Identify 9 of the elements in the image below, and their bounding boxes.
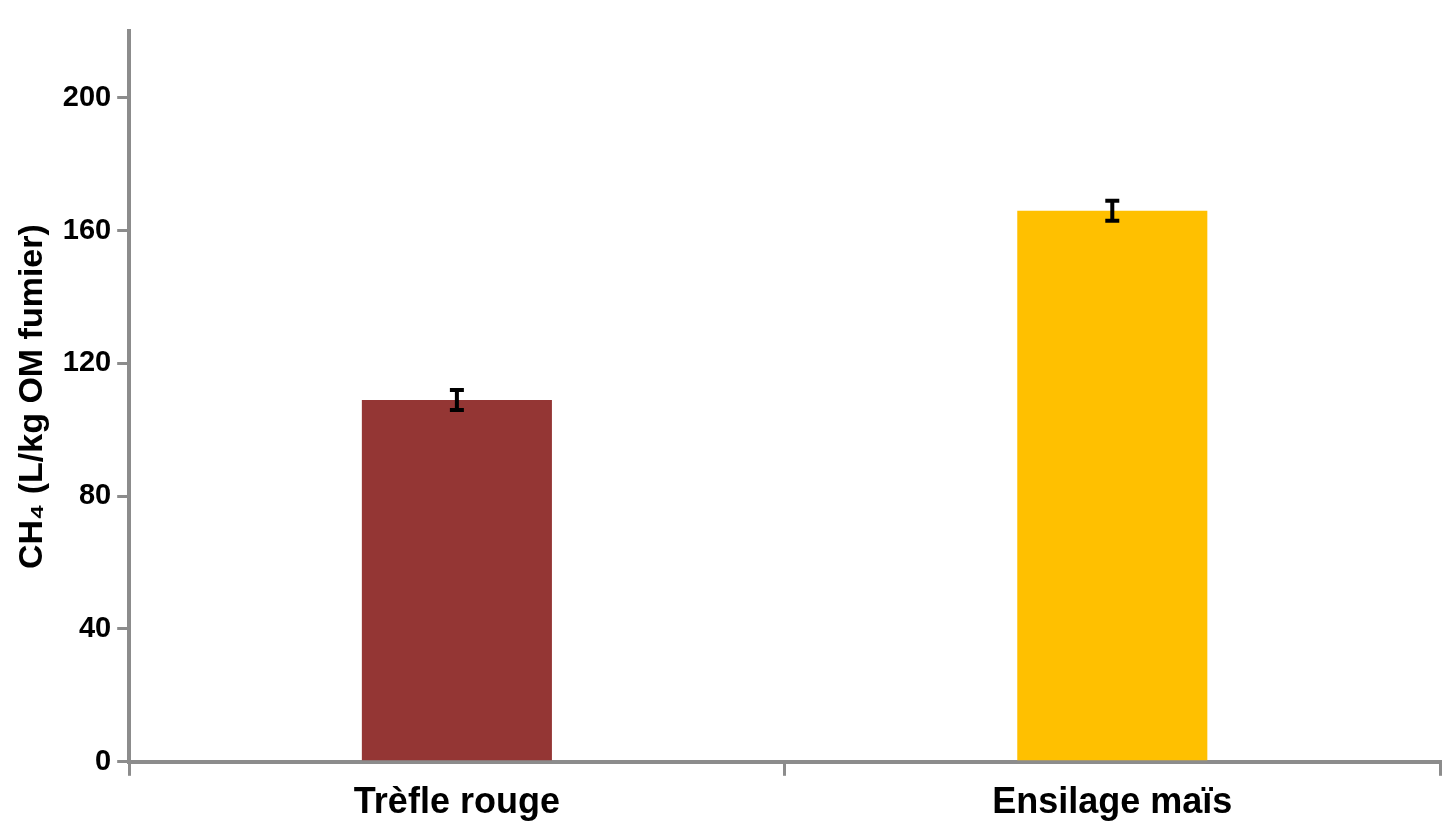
y-axis-title: CH₄ (L/kg OM fumier) <box>10 224 49 570</box>
x-tick-label: Ensilage maïs <box>992 780 1233 822</box>
y-tick-label: 200 <box>62 79 112 112</box>
y-tick-label: 80 <box>78 478 112 511</box>
y-tick-label: 40 <box>78 611 112 643</box>
y-tick-label: 0 <box>95 743 112 776</box>
x-tick-label: Trèfle rouge <box>353 780 560 822</box>
y-tick-label: 160 <box>62 212 112 245</box>
y-tick-label: 120 <box>62 345 112 378</box>
